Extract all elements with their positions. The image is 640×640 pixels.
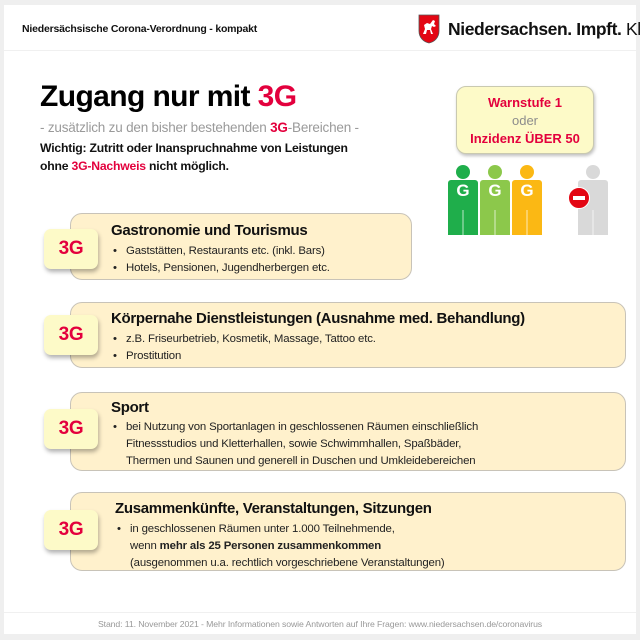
- subtitle: - zusätzlich zu den bisher bestehenden 3…: [40, 120, 359, 135]
- person-geimpft-icon: G: [448, 165, 478, 235]
- 3g-badge: 3G: [44, 409, 98, 449]
- note-accent: 3G-Nachweis: [71, 159, 147, 173]
- rule-item: Hotels, Pensionen, Jugendherbergen etc.: [113, 260, 330, 277]
- person-no-entry-icon: [568, 165, 608, 235]
- page-title: Zugang nur mit 3G: [40, 80, 297, 114]
- rule-list: Gaststätten, Restaurants etc. (inkl. Bar…: [113, 243, 330, 277]
- 3g-badge: 3G: [44, 510, 98, 550]
- person-label: G: [520, 181, 534, 200]
- rule-box-gastronomie: Gastronomie und Tourismus Gaststätten, R…: [70, 213, 412, 280]
- brand-slogan-part1: Niedersachsen.: [448, 18, 572, 39]
- note-line-1: Wichtig: Zutritt oder Inanspruchnahme vo…: [40, 141, 348, 155]
- rule-item-continued: Thermen und Saunen und generell in Dusch…: [126, 455, 476, 467]
- 3g-people-graphic: G G G: [448, 165, 618, 235]
- brand-slogan: Niedersachsen. Impft. Klar.: [448, 19, 640, 40]
- 3g-badge: 3G: [44, 229, 98, 269]
- rule-item-continued: Fitnessstudios und Kletterhallen, sowie …: [126, 438, 462, 450]
- subtitle-accent: 3G: [270, 120, 288, 135]
- rule-item: z.B. Friseurbetrieb, Kosmetik, Massage, …: [113, 331, 376, 348]
- rule-box-zusammenkuenfte: Zusammenkünfte, Veranstaltungen, Sitzung…: [70, 492, 626, 571]
- header-title: Niedersächsische Corona-Verordnung - kom…: [22, 23, 258, 35]
- rule-title: Gastronomie und Tourismus: [111, 222, 308, 239]
- person-label: G: [488, 181, 502, 200]
- rule-title: Zusammenkünfte, Veranstaltungen, Sitzung…: [115, 500, 432, 517]
- rule-item: Gaststätten, Restaurants etc. (inkl. Bar…: [113, 243, 330, 260]
- brand-slogan-part2: Impft.: [571, 18, 622, 39]
- person-getestet-icon: G: [512, 165, 542, 235]
- person-label: G: [456, 181, 470, 200]
- infographic-card: Niedersächsische Corona-Verordnung - kom…: [4, 5, 640, 634]
- brand-slogan-part3: Klar.: [625, 18, 640, 39]
- rule-item-continued: (ausgenommen u.a. rechtlich vorgeschrieb…: [130, 557, 445, 569]
- warning-incidence: Inzidenz ÜBER 50: [470, 131, 580, 146]
- no-entry-sign-icon: [568, 187, 590, 209]
- rule-item-emphasis: mehr als 25 Personen zusammenkommen: [159, 540, 382, 552]
- person-genesen-icon: G: [480, 165, 510, 235]
- rule-item: in geschlossenen Räumen unter 1.000 Teil…: [117, 521, 445, 538]
- rule-item-prefix: wenn: [130, 540, 160, 552]
- subtitle-suffix: -Bereichen -: [287, 120, 359, 135]
- rule-item: bei Nutzung von Sportanlagen in geschlos…: [113, 419, 478, 436]
- important-note: Wichtig: Zutritt oder Inanspruchnahme vo…: [40, 139, 348, 175]
- warning-or: oder: [511, 113, 539, 128]
- subtitle-prefix: - zusätzlich zu den bisher bestehenden: [40, 120, 271, 135]
- rule-item: Prostitution: [113, 348, 376, 365]
- rule-list: in geschlossenen Räumen unter 1.000 Teil…: [117, 521, 445, 572]
- rule-list: z.B. Friseurbetrieb, Kosmetik, Massage, …: [113, 331, 376, 365]
- rule-box-koerpernahe-dienstleistungen: Körpernahe Dienstleistungen (Ausnahme me…: [70, 302, 626, 368]
- rule-title: Sport: [111, 399, 149, 416]
- rule-box-sport: Sport bei Nutzung von Sportanlagen in ge…: [70, 392, 626, 471]
- lower-saxony-horse-shield-icon: [418, 14, 440, 44]
- rule-item-continued: wenn mehr als 25 Personen zusammenkommen: [117, 538, 445, 555]
- rule-title: Körpernahe Dienstleistungen (Ausnahme me…: [111, 310, 525, 327]
- header-bar: Niedersächsische Corona-Verordnung - kom…: [4, 5, 640, 51]
- footer: Stand: 11. November 2021 - Mehr Informat…: [4, 612, 636, 634]
- note-line-2: ohne 3G-Nachweis nicht möglich.: [40, 157, 348, 175]
- title-prefix: Zugang nur mit: [40, 80, 258, 113]
- warning-level: Warnstufe 1: [488, 95, 562, 110]
- note-prefix: ohne: [40, 159, 72, 173]
- brand-logo: Niedersachsen. Impft. Klar.: [418, 13, 640, 45]
- 3g-badge: 3G: [44, 315, 98, 355]
- title-accent: 3G: [257, 80, 297, 113]
- rule-list: bei Nutzung von Sportanlagen in geschlos…: [113, 419, 478, 470]
- warning-level-box: Warnstufe 1 oder Inzidenz ÜBER 50: [456, 86, 594, 154]
- note-suffix: nicht möglich.: [145, 159, 229, 173]
